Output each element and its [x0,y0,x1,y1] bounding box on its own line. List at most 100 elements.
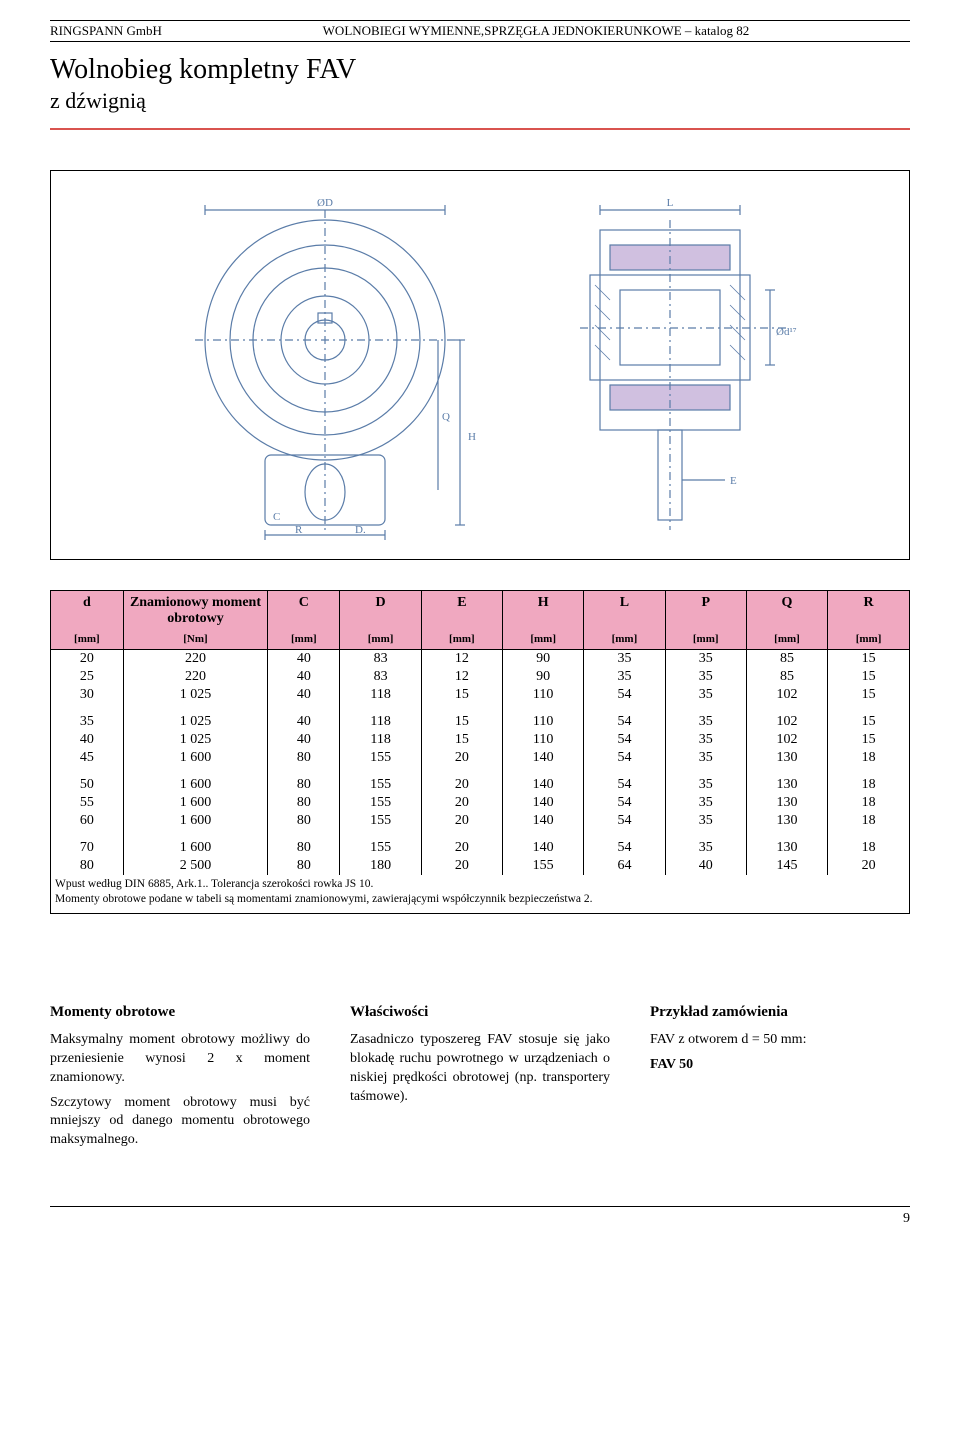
col-heading: Właściwości [350,1004,610,1021]
page-subtitle: z dźwignią [50,88,910,114]
table-cell: 54 [584,704,665,731]
table-cell: 12 [421,668,502,686]
column-unit: [mm] [51,631,123,650]
col-text: Szczytowy moment obrotowy musi być mniej… [50,1094,310,1151]
table-cell: 1 600 [123,794,267,812]
table-cell: 18 [828,767,909,794]
table-row: 401 0254011815110543510215 [51,731,909,749]
table-cell: 155 [503,857,584,875]
table-cell: 35 [584,650,665,669]
table-cell: 102 [746,686,827,704]
table-cell: 140 [503,794,584,812]
table-cell: 15 [421,686,502,704]
table-cell: 140 [503,767,584,794]
table-cell: 54 [584,812,665,830]
table-row: 451 6008015520140543513018 [51,749,909,767]
table-cell: 20 [421,749,502,767]
table-cell: 155 [340,767,421,794]
note-line: Momenty obrotowe podane w tabeli są mome… [55,892,905,907]
table-cell: 90 [503,668,584,686]
table-cell: 155 [340,812,421,830]
table-cell: 1 600 [123,812,267,830]
table-cell: 130 [746,767,827,794]
table-cell: 60 [51,812,123,830]
table-cell: 118 [340,686,421,704]
column-header: P [665,591,746,631]
table-cell: 55 [51,794,123,812]
col-text: Maksymalny moment obrotowy możliwy do pr… [50,1031,310,1088]
table-cell: 102 [746,704,827,731]
table-cell: 85 [746,668,827,686]
column-header: Znamionowy moment obrotowy [123,591,267,631]
table-cell: 130 [746,794,827,812]
svg-text:Ød¹⁷: Ød¹⁷ [776,326,797,338]
table-cell: 50 [51,767,123,794]
table-cell: 18 [828,812,909,830]
header-center: WOLNOBIEGI WYMIENNE,SPRZĘGŁA JEDNOKIERUN… [162,23,910,39]
table-cell: 54 [584,749,665,767]
svg-text:R: R [295,524,303,536]
column-header: H [503,591,584,631]
table-cell: 102 [746,731,827,749]
note-line: Wpust według DIN 6885, Ark.1.. Tolerancj… [55,877,905,892]
table-row: 252204083129035358515 [51,668,909,686]
table-cell: 20 [421,830,502,857]
svg-text:E: E [730,475,737,487]
header-left: RINGSPANN GmbH [50,23,162,39]
column-unit: [mm] [746,631,827,650]
table-cell: 40 [268,668,340,686]
table-row: 351 0254011815110543510215 [51,704,909,731]
table-cell: 80 [268,812,340,830]
column-header: Q [746,591,827,631]
table-cell: 54 [584,686,665,704]
col-properties: Właściwości Zasadniczo typoszereg FAV st… [350,1004,610,1156]
table-cell: 18 [828,830,909,857]
table-cell: 15 [828,650,909,669]
table-cell: 90 [503,650,584,669]
table-cell: 155 [340,749,421,767]
table-cell: 130 [746,812,827,830]
table-cell: 1 600 [123,749,267,767]
column-unit: [mm] [503,631,584,650]
table-cell: 35 [665,830,746,857]
table-cell: 1 025 [123,704,267,731]
table-cell: 180 [340,857,421,875]
table-cell: 85 [746,650,827,669]
table-cell: 20 [421,767,502,794]
table-cell: 15 [828,686,909,704]
col-moments: Momenty obrotowe Maksymalny moment obrot… [50,1004,310,1156]
table-cell: 35 [51,704,123,731]
table-cell: 110 [503,704,584,731]
table-cell: 12 [421,650,502,669]
table-cell: 1 600 [123,767,267,794]
table-cell: 35 [665,650,746,669]
table-cell: 25 [51,668,123,686]
column-unit: [mm] [828,631,909,650]
table-row: 301 0254011815110543510215 [51,686,909,704]
table-cell: 80 [51,857,123,875]
table-cell: 80 [268,749,340,767]
info-columns: Momenty obrotowe Maksymalny moment obrot… [50,1004,910,1156]
col-heading: Przykład zamówienia [650,1004,910,1021]
table-cell: 20 [421,857,502,875]
table-row: 551 6008015520140543513018 [51,794,909,812]
table-cell: 35 [665,668,746,686]
table-cell: 54 [584,731,665,749]
table-cell: 35 [665,686,746,704]
table-cell: 20 [828,857,909,875]
table-cell: 45 [51,749,123,767]
front-view-diagram: ØD [160,190,490,540]
table-cell: 83 [340,650,421,669]
table-cell: 64 [584,857,665,875]
table-cell: 118 [340,704,421,731]
red-divider [50,128,910,130]
column-unit: [mm] [584,631,665,650]
table-cell: 54 [584,767,665,794]
svg-text:ØD: ØD [317,197,333,209]
table-cell: 40 [665,857,746,875]
page-header: RINGSPANN GmbH WOLNOBIEGI WYMIENNE,SPRZĘ… [50,20,910,39]
table-cell: 20 [421,794,502,812]
table-cell: 18 [828,749,909,767]
table-cell: 35 [584,668,665,686]
svg-text:L: L [667,197,674,209]
